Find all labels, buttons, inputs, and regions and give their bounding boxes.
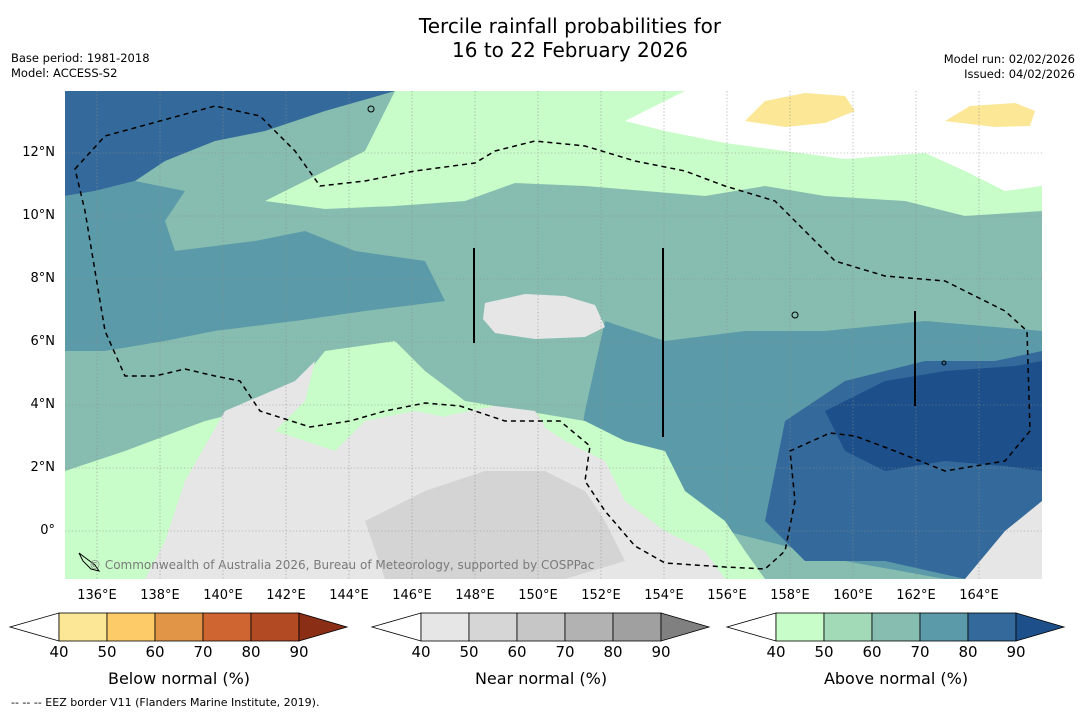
region-above-70-west bbox=[65, 181, 445, 351]
colorbar-near-label: Near normal (%) bbox=[474, 669, 608, 688]
region-near-40-center bbox=[483, 294, 605, 339]
cbar-tick: 70 bbox=[910, 643, 930, 661]
x-tick: 138°E bbox=[140, 588, 180, 603]
colorbar-near bbox=[370, 612, 711, 642]
islands bbox=[78, 105, 947, 572]
x-tick: 144°E bbox=[329, 588, 369, 603]
x-tick: 150°E bbox=[518, 588, 558, 603]
colorbar-below bbox=[8, 612, 349, 642]
cbar-tick: 60 bbox=[507, 643, 527, 661]
x-tick: 148°E bbox=[455, 588, 495, 603]
cbar-tick: 40 bbox=[411, 643, 431, 661]
rainfall-map bbox=[65, 91, 1042, 579]
cbar-tick: 80 bbox=[241, 643, 261, 661]
cbar-tick: 90 bbox=[651, 643, 671, 661]
region-above-80-northwest bbox=[65, 91, 395, 196]
colorbar-above bbox=[725, 612, 1066, 642]
x-tick: 164°E bbox=[959, 588, 999, 603]
y-tick: 12°N bbox=[22, 145, 55, 160]
cbar-tick: 80 bbox=[603, 643, 623, 661]
model-run: Model run: 02/02/2026 bbox=[943, 52, 1075, 66]
x-tick: 142°E bbox=[266, 588, 306, 603]
cbar-tick: 60 bbox=[862, 643, 882, 661]
cbar-tick: 40 bbox=[49, 643, 69, 661]
colorbar-above-label: Above normal (%) bbox=[823, 669, 969, 688]
y-tick: 6°N bbox=[30, 334, 56, 349]
model-name: Model: ACCESS-S2 bbox=[11, 66, 118, 80]
colorbars bbox=[8, 612, 1066, 642]
cbar-tick: 50 bbox=[97, 643, 117, 661]
cbar-tick: 80 bbox=[958, 643, 978, 661]
cbar-tick: 40 bbox=[766, 643, 786, 661]
boundary-markers bbox=[473, 248, 916, 437]
chart-title: Tercile rainfall probabilities for 16 to… bbox=[0, 14, 1085, 62]
x-tick: 162°E bbox=[896, 588, 936, 603]
issued-date: Issued: 04/02/2026 bbox=[964, 67, 1075, 81]
y-tick: 8°N bbox=[30, 271, 56, 286]
eez-border bbox=[74, 105, 1031, 570]
cbar-tick: 70 bbox=[555, 643, 575, 661]
cbar-tick: 70 bbox=[193, 643, 213, 661]
region-near-40-central-south bbox=[445, 406, 545, 436]
x-tick: 136°E bbox=[77, 588, 117, 603]
y-tick: 4°N bbox=[30, 397, 56, 412]
x-tick: 156°E bbox=[707, 588, 747, 603]
y-tick: 2°N bbox=[30, 460, 56, 475]
cbar-tick: 90 bbox=[1006, 643, 1026, 661]
y-tick: 10°N bbox=[22, 208, 55, 223]
cbar-tick: 60 bbox=[145, 643, 165, 661]
title-line-2: 16 to 22 February 2026 bbox=[452, 38, 688, 62]
map-layers bbox=[65, 91, 1042, 579]
colorbar-below-label: Below normal (%) bbox=[107, 669, 251, 688]
title-line-1: Tercile rainfall probabilities for bbox=[418, 14, 722, 38]
meta-right: Model run: 02/02/2026 Issued: 04/02/2026 bbox=[944, 52, 1075, 82]
eez-legend-note: -- -- -- EEZ border V11 (Flanders Marine… bbox=[11, 696, 320, 709]
meta-left: Base period: 1981-2018 Model: ACCESS-S2 bbox=[11, 51, 150, 81]
region-near-50-south bbox=[365, 471, 625, 579]
x-tick: 146°E bbox=[392, 588, 432, 603]
x-tick: 154°E bbox=[644, 588, 684, 603]
base-period: Base period: 1981-2018 bbox=[11, 51, 150, 65]
copyright-text: © Commonwealth of Australia 2026, Bureau… bbox=[89, 558, 595, 572]
x-tick: 152°E bbox=[581, 588, 621, 603]
cbar-tick: 90 bbox=[289, 643, 309, 661]
cbar-tick: 50 bbox=[459, 643, 479, 661]
x-tick: 140°E bbox=[203, 588, 243, 603]
y-tick: 0° bbox=[40, 523, 55, 538]
region-below-40-a bbox=[745, 93, 855, 127]
region-white-north bbox=[625, 91, 1042, 191]
x-tick: 158°E bbox=[770, 588, 810, 603]
region-near-40-east bbox=[965, 501, 1042, 579]
cbar-tick: 50 bbox=[814, 643, 834, 661]
x-tick: 160°E bbox=[833, 588, 873, 603]
region-above-90-east bbox=[825, 361, 1042, 471]
region-below-40-b bbox=[945, 103, 1035, 127]
region-above-60-west-mid bbox=[65, 321, 315, 471]
